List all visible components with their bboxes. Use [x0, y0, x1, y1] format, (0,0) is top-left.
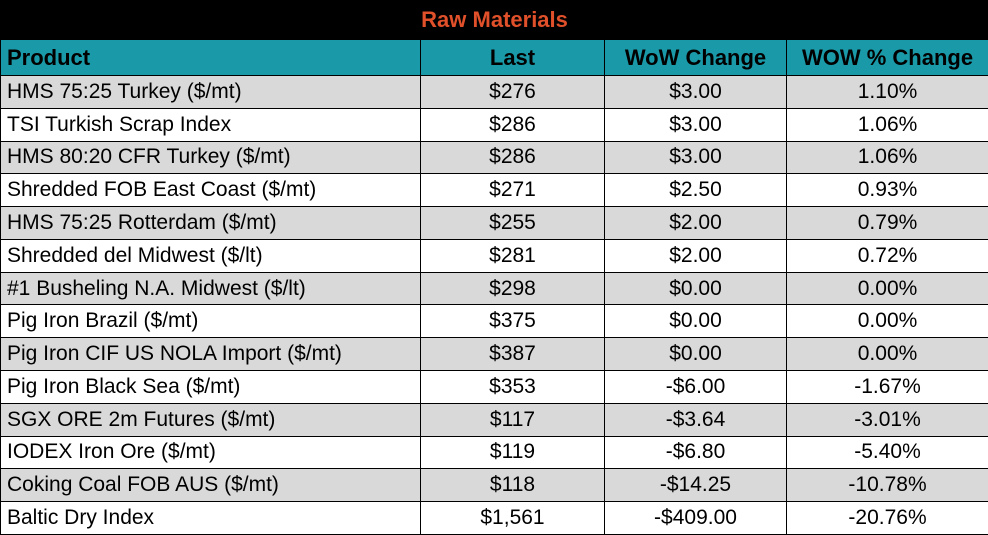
- wow-pct-cell: -5.40%: [785, 435, 988, 470]
- wow-pct-cell: 1.10%: [785, 75, 988, 109]
- last-cell: $255: [420, 206, 605, 240]
- wow-change-cell: $2.00: [604, 206, 787, 240]
- table-row: Baltic Dry Index $1,561 -$409.00 -20.76%: [0, 501, 988, 535]
- last-cell: $118: [420, 468, 605, 503]
- wow-pct-cell: 0.93%: [785, 173, 988, 208]
- table-row: Pig Iron CIF US NOLA Import ($/mt) $387 $0…: [0, 337, 988, 372]
- product-cell: Baltic Dry Index: [0, 501, 421, 535]
- wow-change-cell: $3.00: [604, 75, 787, 109]
- table-row: Shredded del Midwest ($/lt) $281 $2.00 0.72…: [0, 238, 988, 273]
- wow-pct-cell: -20.76%: [785, 501, 988, 535]
- wow-change-cell: $3.00: [604, 140, 787, 175]
- wow-pct-cell: 0.00%: [785, 337, 988, 372]
- wow-pct-cell: 0.79%: [785, 206, 988, 240]
- last-cell: $387: [420, 337, 605, 372]
- product-cell: Shredded FOB East Coast ($/mt): [0, 173, 421, 208]
- product-cell: IODEX Iron Ore ($/mt): [0, 435, 421, 470]
- last-cell: $298: [420, 271, 605, 306]
- wow-pct-cell: 1.06%: [785, 140, 988, 175]
- table-row: HMS 80:20 CFR Turkey ($/mt) $286 $3.00 1.06…: [0, 140, 988, 175]
- wow-change-cell: -$3.64: [604, 402, 787, 437]
- product-cell: #1 Busheling N.A. Midwest ($/lt): [0, 271, 421, 306]
- wow-pct-cell: -10.78%: [785, 468, 988, 503]
- wow-change-cell: $2.00: [604, 238, 787, 273]
- last-cell: $271: [420, 173, 605, 208]
- column-header-row: Product Last WoW Change WOW % Change: [0, 39, 988, 76]
- table-row: Coking Coal FOB AUS ($/mt) $118 -$14.25 -10…: [0, 468, 988, 503]
- product-cell: Pig Iron CIF US NOLA Import ($/mt): [0, 337, 421, 372]
- table-row: SGX ORE 2m Futures ($/mt) $117 -$3.64 -3.01…: [0, 402, 988, 437]
- wow-change-cell: -$6.00: [604, 370, 787, 404]
- header-product: Product: [0, 39, 421, 76]
- wow-pct-cell: -3.01%: [785, 402, 988, 437]
- product-cell: Pig Iron Brazil ($/mt): [0, 304, 421, 339]
- last-cell: $286: [420, 107, 605, 142]
- last-cell: $119: [420, 435, 605, 470]
- table-row: HMS 75:25 Rotterdam ($/mt) $255 $2.00 0.79%: [0, 206, 988, 240]
- table-row: Shredded FOB East Coast ($/mt) $271 $2.50 0…: [0, 173, 988, 208]
- header-wow-change: WoW Change: [604, 39, 787, 76]
- wow-pct-cell: 0.00%: [785, 271, 988, 306]
- table-title-row: Raw Materials: [0, 0, 988, 40]
- table-row: Pig Iron Black Sea ($/mt) $353 -$6.00 -1.67…: [0, 370, 988, 404]
- last-cell: $1,561: [420, 501, 605, 535]
- product-cell: HMS 75:25 Turkey ($/mt): [0, 75, 421, 109]
- product-cell: HMS 75:25 Rotterdam ($/mt): [0, 206, 421, 240]
- last-cell: $281: [420, 238, 605, 273]
- header-wow-pct-change: WOW % Change: [785, 39, 988, 76]
- wow-pct-cell: 0.00%: [785, 304, 988, 339]
- wow-pct-cell: 0.72%: [785, 238, 988, 273]
- product-cell: Coking Coal FOB AUS ($/mt): [0, 468, 421, 503]
- table-row: #1 Busheling N.A. Midwest ($/lt) $298 $0.0…: [0, 271, 988, 306]
- wow-change-cell: -$6.80: [604, 435, 787, 470]
- table-title: Raw Materials: [0, 0, 988, 40]
- wow-pct-cell: 1.06%: [785, 107, 988, 142]
- product-cell: Shredded del Midwest ($/lt): [0, 238, 421, 273]
- last-cell: $286: [420, 140, 605, 175]
- last-cell: $276: [420, 75, 605, 109]
- product-cell: SGX ORE 2m Futures ($/mt): [0, 402, 421, 437]
- wow-change-cell: $2.50: [604, 173, 787, 208]
- wow-change-cell: -$14.25: [604, 468, 787, 503]
- table-row: TSI Turkish Scrap Index $286 $3.00 1.06%: [0, 107, 988, 142]
- table-row: HMS 75:25 Turkey ($/mt) $276 $3.00 1.10%: [0, 75, 988, 109]
- wow-pct-cell: -1.67%: [785, 370, 988, 404]
- last-cell: $117: [420, 402, 605, 437]
- table-row: Pig Iron Brazil ($/mt) $375 $0.00 0.00%: [0, 304, 988, 339]
- wow-change-cell: -$409.00: [604, 501, 787, 535]
- table-row: IODEX Iron Ore ($/mt) $119 -$6.80 -5.40%: [0, 435, 988, 470]
- wow-change-cell: $0.00: [604, 304, 787, 339]
- wow-change-cell: $0.00: [604, 337, 787, 372]
- wow-change-cell: $3.00: [604, 107, 787, 142]
- table-body: HMS 75:25 Turkey ($/mt) $276 $3.00 1.10% TSI…: [0, 75, 988, 535]
- product-cell: HMS 80:20 CFR Turkey ($/mt): [0, 140, 421, 175]
- product-cell: TSI Turkish Scrap Index: [0, 107, 421, 142]
- wow-change-cell: $0.00: [604, 271, 787, 306]
- header-last: Last: [420, 39, 605, 76]
- last-cell: $375: [420, 304, 605, 339]
- product-cell: Pig Iron Black Sea ($/mt): [0, 370, 421, 404]
- last-cell: $353: [420, 370, 605, 404]
